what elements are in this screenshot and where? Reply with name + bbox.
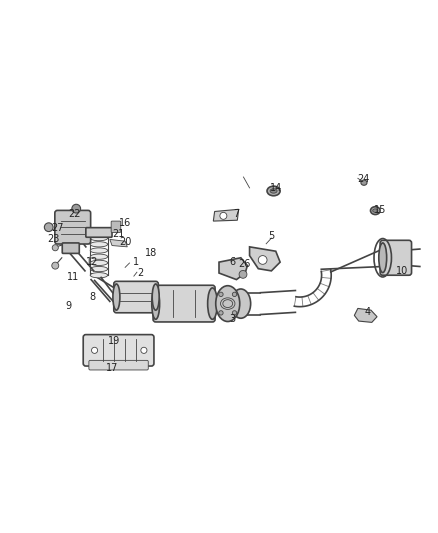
- Circle shape: [220, 212, 227, 220]
- Circle shape: [219, 311, 223, 315]
- Text: 22: 22: [69, 209, 81, 219]
- Text: 14: 14: [270, 183, 282, 193]
- Text: 18: 18: [145, 248, 157, 259]
- Ellipse shape: [90, 248, 108, 253]
- Text: 21: 21: [113, 229, 125, 239]
- Circle shape: [232, 292, 237, 296]
- Polygon shape: [250, 247, 280, 271]
- Text: 8: 8: [89, 292, 95, 302]
- FancyBboxPatch shape: [62, 243, 79, 253]
- Text: 24: 24: [357, 174, 369, 184]
- Text: 12: 12: [86, 257, 99, 267]
- Text: 6: 6: [229, 257, 235, 267]
- FancyBboxPatch shape: [111, 221, 121, 232]
- Ellipse shape: [371, 207, 380, 215]
- Circle shape: [258, 256, 267, 264]
- Ellipse shape: [113, 284, 120, 310]
- Text: 1: 1: [133, 257, 139, 267]
- Ellipse shape: [267, 186, 280, 196]
- Circle shape: [219, 292, 223, 296]
- Circle shape: [72, 204, 81, 213]
- FancyBboxPatch shape: [380, 240, 412, 275]
- Ellipse shape: [208, 288, 217, 319]
- Ellipse shape: [90, 272, 108, 278]
- Circle shape: [52, 245, 58, 251]
- Text: 9: 9: [65, 301, 71, 311]
- Polygon shape: [219, 258, 247, 280]
- Text: 3: 3: [229, 314, 235, 324]
- FancyBboxPatch shape: [55, 211, 91, 244]
- Text: 19: 19: [108, 336, 120, 346]
- Ellipse shape: [270, 189, 277, 193]
- Circle shape: [44, 223, 53, 231]
- Ellipse shape: [90, 236, 108, 241]
- Text: 26: 26: [238, 260, 251, 269]
- Ellipse shape: [90, 241, 108, 247]
- FancyBboxPatch shape: [83, 335, 154, 366]
- Ellipse shape: [90, 254, 108, 259]
- Ellipse shape: [373, 209, 378, 212]
- Ellipse shape: [152, 284, 159, 310]
- Ellipse shape: [152, 288, 159, 319]
- Circle shape: [52, 262, 59, 269]
- Text: 2: 2: [137, 268, 144, 278]
- Text: 7: 7: [233, 209, 240, 219]
- Ellipse shape: [379, 243, 387, 272]
- Circle shape: [232, 311, 237, 315]
- Text: 20: 20: [119, 238, 131, 247]
- Polygon shape: [110, 239, 127, 247]
- Text: 5: 5: [268, 231, 275, 241]
- Text: 10: 10: [396, 266, 409, 276]
- Text: 27: 27: [51, 223, 64, 233]
- FancyBboxPatch shape: [153, 285, 215, 322]
- Text: 17: 17: [106, 363, 118, 373]
- Circle shape: [92, 348, 98, 353]
- FancyBboxPatch shape: [89, 360, 148, 370]
- Text: 16: 16: [119, 218, 131, 228]
- FancyBboxPatch shape: [114, 281, 158, 313]
- Ellipse shape: [216, 286, 240, 321]
- Ellipse shape: [361, 180, 367, 185]
- Polygon shape: [354, 309, 377, 322]
- Ellipse shape: [90, 260, 108, 265]
- Polygon shape: [213, 209, 239, 221]
- Text: 4: 4: [364, 308, 371, 317]
- Ellipse shape: [90, 266, 108, 272]
- Text: 15: 15: [374, 205, 387, 215]
- Ellipse shape: [231, 289, 251, 318]
- FancyBboxPatch shape: [86, 228, 112, 237]
- Text: 23: 23: [47, 235, 59, 245]
- Text: 11: 11: [67, 272, 79, 282]
- Circle shape: [239, 270, 247, 278]
- Circle shape: [141, 348, 147, 353]
